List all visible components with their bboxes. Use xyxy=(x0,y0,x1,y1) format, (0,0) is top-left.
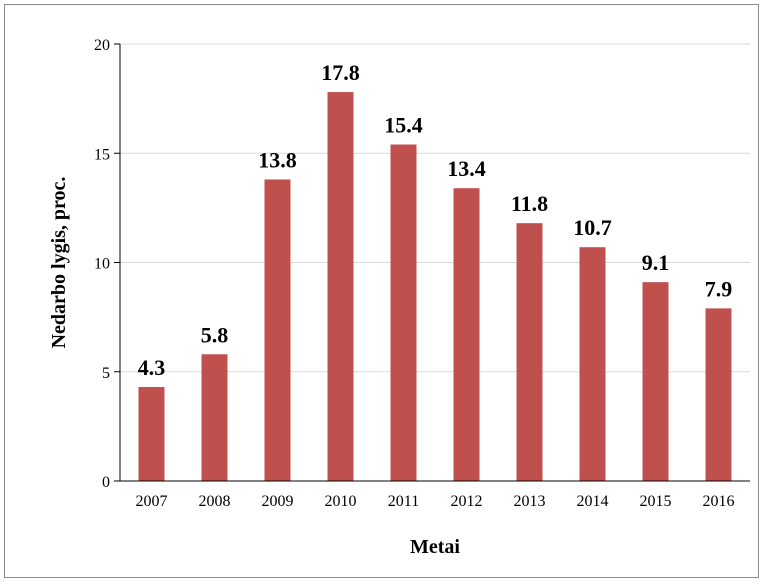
data-labels: 4.3 5.8 13.8 17.8 15.4 13.4 11.8 10.7 9.1 7.9 xyxy=(138,60,733,380)
data-label-2008: 5.8 xyxy=(201,322,229,347)
x-tick-label: 2010 xyxy=(325,493,357,510)
data-label-2014: 10.7 xyxy=(573,215,612,240)
bar-2009 xyxy=(264,179,291,481)
y-axis-title: Nedarbo lygis, proc. xyxy=(48,177,70,349)
bar-2013 xyxy=(516,223,543,482)
x-tick-label: 2013 xyxy=(514,493,546,510)
bar-2010 xyxy=(327,92,354,481)
bar-2007 xyxy=(138,387,165,481)
y-tick-label: 0 xyxy=(102,474,110,491)
bar-2008 xyxy=(201,354,228,481)
bar-2014 xyxy=(579,247,606,481)
data-label-2010: 17.8 xyxy=(321,60,360,85)
x-axis-title: Metai xyxy=(410,536,460,558)
x-tick-label: 2014 xyxy=(577,493,609,510)
bar-2012 xyxy=(453,188,480,481)
chart-frame xyxy=(4,4,759,578)
y-tick-label: 20 xyxy=(94,37,110,54)
data-label-2009: 13.8 xyxy=(258,147,297,172)
y-tick-label: 5 xyxy=(102,365,110,382)
data-label-2013: 11.8 xyxy=(511,191,548,216)
y-tick-label: 15 xyxy=(94,146,110,163)
x-tick-label: 2012 xyxy=(451,493,483,510)
y-tick-labels: 0 5 10 15 20 xyxy=(94,37,120,491)
x-tick-label: 2011 xyxy=(388,493,419,510)
bars xyxy=(138,92,732,482)
x-tick-label: 2009 xyxy=(262,493,294,510)
data-label-2016: 7.9 xyxy=(705,276,733,301)
data-label-2012: 13.4 xyxy=(447,156,486,181)
x-tick-label: 2008 xyxy=(199,493,231,510)
x-tick-label: 2016 xyxy=(703,493,735,510)
bar-2015 xyxy=(642,282,669,481)
data-label-2015: 9.1 xyxy=(642,250,670,275)
x-tick-labels: 2007 2008 2009 2010 2011 2012 2013 2014 2015 2016 xyxy=(136,493,735,510)
y-tick-label: 10 xyxy=(94,256,110,273)
data-label-2007: 4.3 xyxy=(138,355,166,380)
x-tick-label: 2007 xyxy=(136,493,168,510)
bar-2016 xyxy=(705,308,732,481)
x-tick-label: 2015 xyxy=(640,493,672,510)
bar-2011 xyxy=(390,144,417,481)
data-label-2011: 15.4 xyxy=(384,113,423,138)
